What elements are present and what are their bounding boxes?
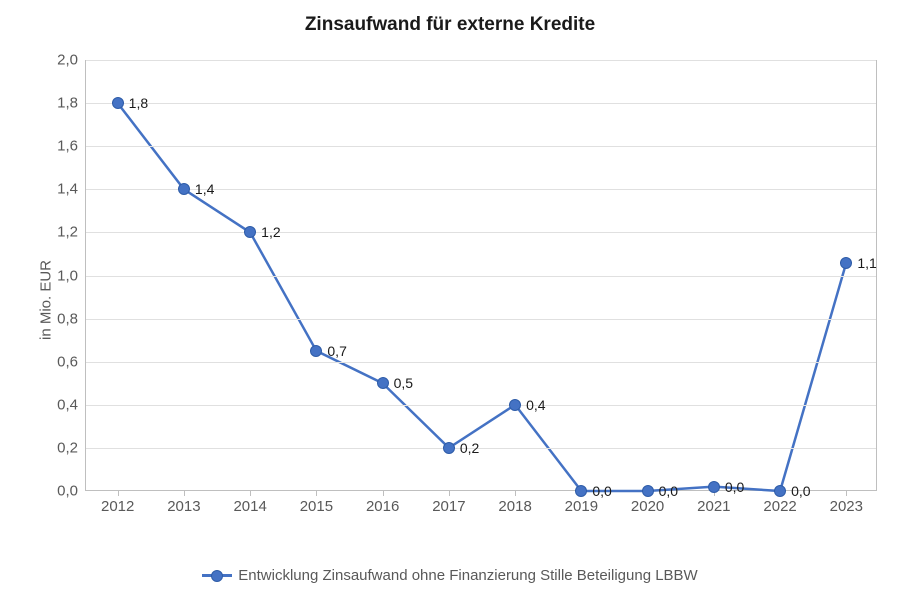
- x-tick-label: 2012: [101, 490, 134, 515]
- data-point: [575, 485, 587, 497]
- y-tick-label: 1,6: [57, 138, 86, 155]
- x-tick-label: 2015: [300, 490, 333, 515]
- gridline: [86, 405, 876, 406]
- y-tick-label: 0,0: [57, 483, 86, 500]
- data-label: 0,0: [659, 483, 678, 499]
- legend: Entwicklung Zinsaufwand ohne Finanzierun…: [0, 564, 900, 584]
- data-point: [178, 183, 190, 195]
- y-tick-label: 2,0: [57, 52, 86, 69]
- x-tick-label: 2023: [830, 490, 863, 515]
- gridline: [86, 60, 876, 61]
- data-label: 0,7: [327, 343, 346, 359]
- data-point: [509, 399, 521, 411]
- data-label: 0,2: [460, 440, 479, 456]
- plot-area: 0,00,20,40,60,81,01,21,41,61,82,02012201…: [85, 60, 877, 491]
- data-label: 0,0: [725, 479, 744, 495]
- data-point: [642, 485, 654, 497]
- y-tick-label: 1,0: [57, 267, 86, 284]
- data-label: 0,0: [791, 483, 810, 499]
- data-point: [377, 377, 389, 389]
- y-tick-label: 1,8: [57, 95, 86, 112]
- series-line: [118, 103, 847, 491]
- data-point: [708, 481, 720, 493]
- gridline: [86, 146, 876, 147]
- data-point: [774, 485, 786, 497]
- x-tick-label: 2017: [432, 490, 465, 515]
- gridline: [86, 276, 876, 277]
- data-point: [244, 226, 256, 238]
- data-label: 0,0: [592, 483, 611, 499]
- x-tick-label: 2018: [498, 490, 531, 515]
- gridline: [86, 362, 876, 363]
- legend-label: Entwicklung Zinsaufwand ohne Finanzierun…: [238, 567, 697, 584]
- x-tick-label: 2013: [167, 490, 200, 515]
- legend-item: Entwicklung Zinsaufwand ohne Finanzierun…: [202, 567, 697, 584]
- x-tick-label: 2014: [233, 490, 266, 515]
- data-point: [840, 257, 852, 269]
- y-tick-label: 1,2: [57, 224, 86, 241]
- y-tick-label: 1,4: [57, 181, 86, 198]
- y-axis-label: in Mio. EUR: [38, 260, 55, 340]
- data-label: 0,5: [394, 375, 413, 391]
- legend-swatch: [202, 574, 232, 577]
- y-tick-label: 0,4: [57, 396, 86, 413]
- y-tick-label: 0,8: [57, 310, 86, 327]
- x-tick-label: 2016: [366, 490, 399, 515]
- data-label: 1,2: [261, 224, 280, 240]
- legend-marker-icon: [211, 570, 223, 582]
- y-tick-label: 0,2: [57, 439, 86, 456]
- data-point: [112, 97, 124, 109]
- data-point: [443, 442, 455, 454]
- chart-title: Zinsaufwand für externe Kredite: [0, 14, 900, 36]
- data-label: 1,1: [857, 255, 876, 271]
- data-label: 1,4: [195, 181, 214, 197]
- data-label: 1,8: [129, 95, 148, 111]
- gridline: [86, 103, 876, 104]
- data-point: [310, 345, 322, 357]
- data-label: 0,4: [526, 397, 545, 413]
- gridline: [86, 232, 876, 233]
- y-tick-label: 0,6: [57, 353, 86, 370]
- gridline: [86, 448, 876, 449]
- gridline: [86, 319, 876, 320]
- chart-container: Zinsaufwand für externe Kredite in Mio. …: [0, 0, 900, 600]
